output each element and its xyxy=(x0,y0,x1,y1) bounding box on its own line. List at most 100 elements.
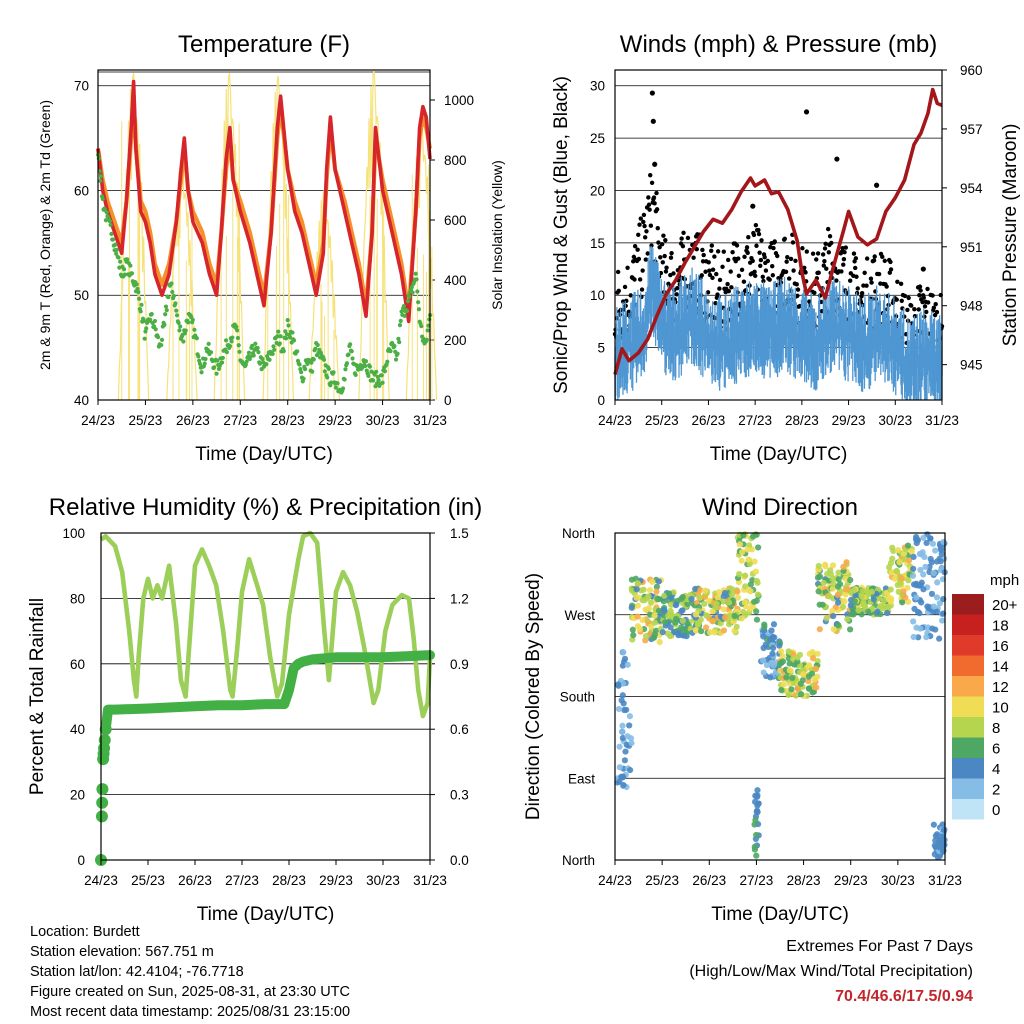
direction-point xyxy=(665,590,673,597)
dewpoint-point xyxy=(104,210,109,215)
dewpoint-point xyxy=(297,362,302,367)
direction-point xyxy=(809,689,816,696)
gust-point xyxy=(794,282,799,287)
gust-point xyxy=(680,243,686,249)
dewpoint-point xyxy=(155,335,161,340)
legend-swatch xyxy=(952,799,984,820)
gust-point xyxy=(803,270,808,275)
direction-point xyxy=(742,572,749,579)
gust-point xyxy=(715,249,721,254)
dewpoint-point xyxy=(255,345,260,351)
gust-point xyxy=(920,299,925,305)
direction-point xyxy=(840,603,847,611)
wind-ytick-label: 25 xyxy=(590,131,605,146)
gust-point xyxy=(922,304,928,309)
dewpoint-point xyxy=(220,360,225,365)
direction-point xyxy=(713,600,720,607)
gust-point xyxy=(705,290,711,295)
direction-point xyxy=(847,626,854,633)
gust-point xyxy=(739,267,745,273)
gust-point xyxy=(876,271,882,277)
dewpoint-point xyxy=(208,350,214,355)
rain-point xyxy=(96,783,109,796)
dewpoint-point xyxy=(257,361,263,366)
direction-point xyxy=(905,557,913,564)
dewpoint-point xyxy=(162,322,167,327)
gust-point xyxy=(736,256,741,261)
dewpoint-point xyxy=(125,257,130,262)
direction-point xyxy=(780,681,787,688)
direction-point xyxy=(858,593,865,600)
direction-point xyxy=(939,821,946,828)
direction-point xyxy=(910,618,917,625)
gust-point xyxy=(642,223,647,229)
direction-point xyxy=(645,593,652,600)
dewpoint-point xyxy=(170,289,175,295)
dewpoint-point xyxy=(227,344,233,349)
direction-point xyxy=(615,682,622,689)
dewpoint-point xyxy=(237,349,242,354)
gust-point xyxy=(751,232,757,238)
gust-point xyxy=(650,118,656,124)
legend-label: 4 xyxy=(992,761,1000,778)
gust-point xyxy=(622,284,628,290)
legend-swatch xyxy=(952,655,984,676)
solar-peak xyxy=(166,159,198,401)
gust-point xyxy=(750,258,755,264)
gust-point xyxy=(874,182,880,188)
direction-point xyxy=(619,722,626,729)
gust-point xyxy=(753,223,759,228)
legend-swatch xyxy=(952,717,984,738)
rh-ytick-right-label: 1.5 xyxy=(450,526,469,541)
temp-title: Temperature (F) xyxy=(178,31,350,58)
direction-point xyxy=(783,674,790,681)
direction-point xyxy=(823,615,830,622)
gust-point xyxy=(841,257,847,262)
legend-label: 0 xyxy=(992,802,1000,819)
gust-point xyxy=(662,253,667,259)
dewpoint-point xyxy=(223,338,229,343)
dewpoint-point xyxy=(230,335,235,340)
gust-point xyxy=(632,277,637,282)
direction-point xyxy=(843,586,850,593)
direction-point xyxy=(621,655,629,662)
dir-xtick-label: 28/23 xyxy=(787,873,821,888)
dewpoint-point xyxy=(395,351,400,356)
gust-point xyxy=(668,255,674,260)
rh-xtick-label: 25/23 xyxy=(131,873,165,888)
direction-point xyxy=(767,674,774,681)
temp-xtick-label: 29/23 xyxy=(318,413,352,428)
direction-point xyxy=(898,575,905,582)
legend-label: 6 xyxy=(992,741,1000,758)
direction-point xyxy=(908,548,915,555)
direction-point xyxy=(930,603,937,610)
legend-swatch xyxy=(952,696,984,717)
gust-point xyxy=(864,256,870,261)
dewpoint-point xyxy=(276,329,281,334)
dewpoint-point xyxy=(248,354,253,359)
dewpoint-point xyxy=(325,375,330,380)
dewpoint-point xyxy=(370,378,376,383)
direction-point xyxy=(896,559,903,566)
direction-point xyxy=(800,671,807,678)
direction-point xyxy=(900,588,907,595)
gust-point xyxy=(888,267,894,272)
wind-ytick-label: 5 xyxy=(597,341,605,356)
direction-point xyxy=(769,650,776,657)
rh-plot-border xyxy=(100,532,431,861)
gust-point xyxy=(760,274,765,280)
direction-point xyxy=(928,559,935,566)
dewpoint-point xyxy=(366,373,371,378)
gust-point xyxy=(691,255,696,260)
gust-point xyxy=(762,255,767,260)
station-info: Location: Burdett Station elevation: 567… xyxy=(30,922,350,1022)
gust-point xyxy=(641,212,647,218)
gust-point xyxy=(899,298,904,303)
direction-point xyxy=(843,559,850,566)
direction-point xyxy=(675,632,682,639)
direction-point xyxy=(847,602,854,609)
direction-point xyxy=(679,593,686,601)
gust-point xyxy=(679,236,684,241)
direction-point xyxy=(859,588,866,595)
dir-xtick-label: 26/23 xyxy=(692,873,726,888)
